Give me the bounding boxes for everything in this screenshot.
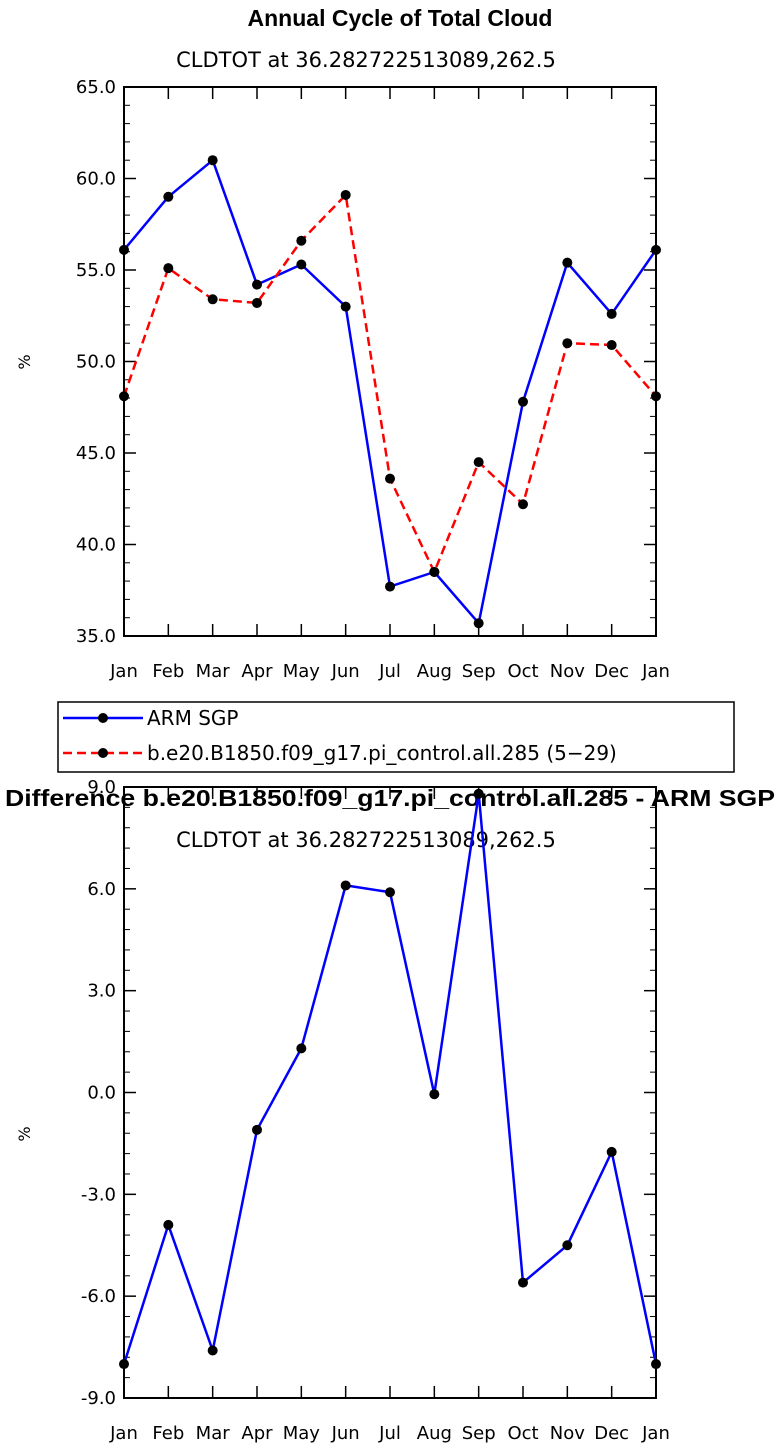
x-tick-label: Aug [417, 1423, 452, 1444]
data-point-series-1 [385, 473, 395, 484]
legend-label-arm-sgp: ARM SGP [147, 706, 238, 730]
data-point-series-1 [562, 338, 573, 349]
y-axis-label-2: % [15, 1126, 34, 1141]
y-tick-label: 9.0 [87, 777, 116, 798]
data-point-series-1 [518, 499, 528, 510]
y-axis-label-1: % [15, 354, 34, 369]
legend-label-model: b.e20.B1850.f09_g17.pi_control.all.285 (… [147, 741, 617, 765]
data-point-series-0 [296, 259, 307, 270]
x-tick-label: Jul [378, 661, 401, 682]
x-tick-label: Aug [417, 661, 452, 682]
data-point-series-0 [340, 301, 351, 312]
y-tick-label: -3.0 [81, 1184, 116, 1205]
data-point-series-0 [163, 1219, 174, 1230]
data-point-series-1 [252, 297, 262, 308]
data-point-series-0 [651, 1359, 661, 1370]
x-tick-label: Sep [462, 661, 496, 682]
x-tick-label: Jan [641, 1423, 670, 1444]
data-point-series-0 [207, 1345, 218, 1356]
legend-marker-arm-sgp [98, 713, 108, 723]
y-tick-label: 35.0 [76, 626, 116, 647]
y-tick-label: -9.0 [81, 1388, 116, 1409]
x-tick-label: Sep [462, 1423, 496, 1444]
data-point-series-0 [340, 880, 351, 891]
x-tick-label: Oct [507, 1423, 538, 1444]
x-tick-label: Apr [241, 1423, 273, 1444]
data-point-series-0 [606, 308, 617, 319]
legend-box [57, 701, 735, 773]
data-point-series-0 [518, 1277, 528, 1288]
data-point-series-0 [252, 1124, 262, 1135]
x-tick-label: Jan [109, 661, 138, 682]
data-point-series-0 [385, 887, 395, 898]
data-point-series-0 [163, 191, 174, 202]
x-tick-label: Mar [196, 661, 231, 682]
chart-subtitle-1: CLDTOT at 36.282722513089,262.5 [176, 48, 556, 72]
y-tick-label: -6.0 [81, 1286, 116, 1307]
plot-frame [123, 86, 657, 637]
data-point-series-1 [429, 566, 440, 577]
x-tick-label: Nov [550, 661, 585, 682]
x-tick-label: May [283, 1423, 321, 1444]
data-point-series-0 [562, 257, 573, 268]
x-tick-label: Dec [594, 1423, 629, 1444]
y-tick-label: 3.0 [87, 981, 116, 1002]
chart-panel-difference: -9.0 -6.0 -3.0 0.0 3.0 6.0 9.0 Jan Feb Mar Apr May J… [81, 777, 670, 1444]
legend: ARM SGP b.e20.B1850.f09_g17.pi_control.a… [57, 701, 735, 773]
data-point-series-1 [119, 391, 129, 402]
y-tick-label: 0.0 [87, 1083, 116, 1104]
data-point-series-0 [606, 1146, 617, 1157]
data-point-series-1 [651, 391, 661, 402]
x-tick-label: Jan [641, 661, 670, 682]
x-tick-label: Mar [196, 1423, 231, 1444]
data-point-series-0 [296, 1043, 307, 1054]
y-tick-label: 6.0 [87, 879, 116, 900]
y-tick-label: 50.0 [76, 352, 116, 373]
data-point-series-0 [429, 1089, 440, 1100]
x-tick-label: Jul [378, 1423, 401, 1444]
data-point-series-1 [163, 263, 174, 274]
series-line-0 [123, 158, 658, 625]
y-tick-label: 65.0 [76, 77, 116, 98]
data-point-series-0 [473, 618, 484, 629]
x-tick-label: Oct [507, 661, 538, 682]
x-tick-label: Apr [241, 661, 273, 682]
chart-subtitle-2: CLDTOT at 36.282722513089,262.5 [176, 828, 556, 852]
plot-frame [123, 786, 657, 1399]
legend-marker-model [98, 748, 108, 758]
data-point-series-1 [207, 294, 218, 305]
x-tick-label: Jan [109, 1423, 138, 1444]
data-point-series-0 [518, 396, 528, 407]
x-tick-label: Feb [152, 1423, 184, 1444]
series-line-1 [122, 193, 657, 574]
x-tick-label: Jun [331, 1423, 360, 1444]
y-tick-label: 45.0 [76, 443, 116, 464]
data-point-series-1 [296, 235, 307, 246]
data-point-series-0 [119, 1359, 129, 1370]
series-line-0 [122, 792, 658, 1365]
x-tick-label: Dec [594, 661, 629, 682]
x-tick-label: Nov [550, 1423, 585, 1444]
y-tick-label: 40.0 [76, 535, 116, 556]
data-point-series-1 [606, 340, 617, 351]
x-tick-label: Jun [331, 661, 360, 682]
data-point-series-0 [651, 244, 661, 255]
data-point-series-0 [473, 788, 484, 799]
data-point-series-1 [473, 457, 484, 468]
chart-title-1: Annual Cycle of Total Cloud [248, 5, 553, 31]
data-point-series-0 [385, 581, 395, 592]
chart-panel-annual-cycle: 35.0 40.0 45.0 50.0 55.0 60.0 65.0 Jan Feb Mar Apr… [76, 77, 670, 682]
data-point-series-0 [207, 155, 218, 166]
y-tick-label: 60.0 [76, 169, 116, 190]
y-tick-label: 55.0 [76, 260, 116, 281]
data-point-series-0 [252, 279, 262, 290]
data-point-series-1 [340, 189, 351, 200]
data-point-series-0 [562, 1240, 573, 1251]
x-tick-label: May [283, 661, 321, 682]
x-tick-label: Feb [152, 661, 184, 682]
data-point-series-0 [119, 244, 129, 255]
